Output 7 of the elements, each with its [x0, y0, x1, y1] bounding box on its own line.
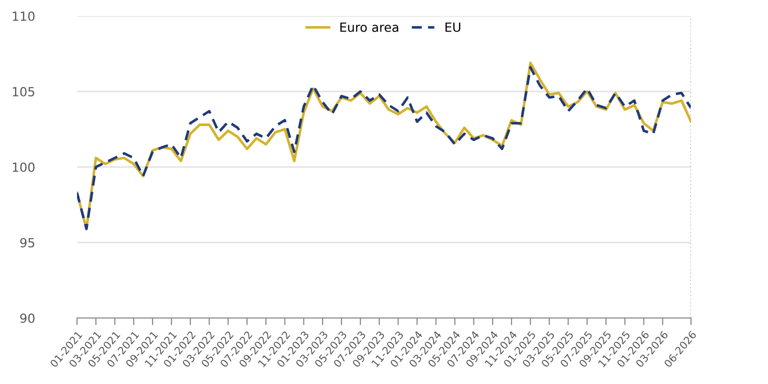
legend-label: EU — [446, 22, 460, 32]
y-tick-label: 95 — [20, 238, 34, 248]
y-tick-label: 105 — [12, 86, 34, 96]
y-tick-label: 110 — [12, 11, 35, 21]
y-tick-label: 100 — [12, 162, 35, 172]
legend-label: Euro area — [340, 22, 398, 32]
y-tick-label: 90 — [20, 313, 35, 323]
